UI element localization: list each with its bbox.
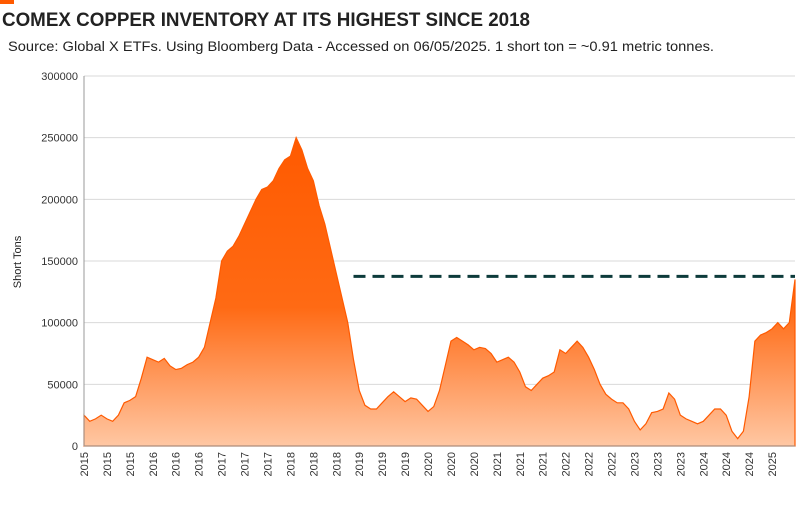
y-tick-label: 150000 — [41, 256, 78, 268]
x-tick-label: 2024 — [744, 452, 756, 476]
x-tick-label: 2019 — [377, 452, 389, 476]
x-tick-label: 2016 — [171, 452, 183, 476]
y-axis-label: Short Tons — [12, 235, 24, 288]
x-tick-label: 2017 — [262, 452, 274, 476]
x-tick-label: 2022 — [561, 452, 573, 476]
x-tick-label: 2019 — [400, 452, 412, 476]
chart-subtitle: Source: Global X ETFs. Using Bloomberg D… — [8, 39, 714, 54]
x-tick-label: 2017 — [240, 452, 252, 476]
y-tick-label: 0 — [72, 441, 78, 453]
x-tick-label: 2020 — [469, 452, 481, 476]
x-tick-label: 2021 — [538, 452, 550, 476]
x-tick-label: 2021 — [515, 452, 527, 476]
x-tick-label: 2018 — [285, 452, 297, 476]
x-tick-label: 2025 — [767, 452, 779, 476]
x-tick-label: 2016 — [194, 452, 206, 476]
x-tick-label: 2020 — [423, 452, 435, 476]
x-tick-label: 2016 — [148, 452, 160, 476]
x-tick-label: 2018 — [308, 452, 320, 476]
x-tick-label: 2017 — [217, 452, 229, 476]
y-tick-label: 250000 — [41, 133, 78, 145]
x-tick-label: 2015 — [102, 452, 114, 476]
y-tick-label: 300000 — [41, 71, 78, 83]
x-tick-label: 2021 — [492, 452, 504, 476]
x-tick-label: 2015 — [79, 452, 91, 476]
x-tick-label: 2020 — [446, 452, 458, 476]
chart-title: COMEX COPPER INVENTORY AT ITS HIGHEST SI… — [2, 10, 530, 31]
accent-bar — [0, 0, 14, 4]
y-tick-label: 50000 — [47, 379, 78, 391]
x-tick-label: 2018 — [331, 452, 343, 476]
x-tick-label: 2023 — [652, 452, 664, 476]
x-tick-label: 2024 — [721, 452, 733, 476]
x-tick-label: 2015 — [125, 452, 137, 476]
x-tick-label: 2024 — [698, 452, 710, 476]
x-tick-label: 2023 — [675, 452, 687, 476]
x-tick-label: 2019 — [354, 452, 366, 476]
area — [83, 136, 796, 447]
y-tick-label: 200000 — [41, 194, 78, 206]
x-tick-label: 2022 — [584, 452, 596, 476]
x-tick-label: 2023 — [629, 452, 641, 476]
y-tick-label: 100000 — [41, 318, 78, 330]
x-tick-label: 2022 — [607, 452, 619, 476]
